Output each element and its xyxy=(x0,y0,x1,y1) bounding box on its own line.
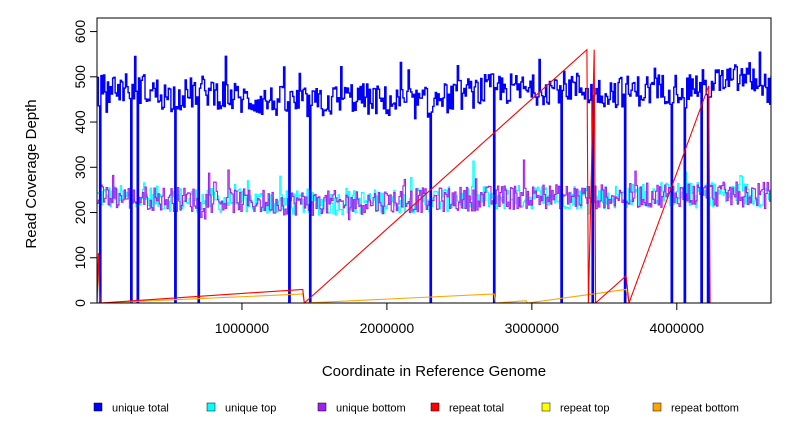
series-line-unique-top xyxy=(97,160,771,303)
legend-label-unique-top: unique top xyxy=(225,403,276,415)
y-tick-label: 500 xyxy=(72,65,88,89)
x-tick-label: 4000000 xyxy=(650,320,705,336)
y-tick-label: 300 xyxy=(72,155,88,179)
x-tick-label: 3000000 xyxy=(505,320,560,336)
legend-label-repeat-total: repeat total xyxy=(449,403,504,415)
x-axis-title: Coordinate in Reference Genome xyxy=(322,363,546,380)
legend-label-repeat-bottom: repeat bottom xyxy=(671,403,739,415)
legend-label-repeat-top: repeat top xyxy=(560,403,610,415)
legend-swatch-repeat-total xyxy=(430,402,440,412)
legend-swatch-unique-bottom xyxy=(317,402,327,412)
legend-swatch-repeat-top xyxy=(541,402,551,412)
legend-swatch-unique-total xyxy=(93,402,103,412)
x-tick-label: 1000000 xyxy=(215,320,270,336)
axes-layer: 0 100 200 300 400 500 600 1000000 2000000 3000000… xyxy=(72,20,704,336)
legend-label-unique-total: unique total xyxy=(112,403,169,415)
legend-swatch-unique-top xyxy=(206,402,216,412)
plot-frame xyxy=(96,17,772,304)
y-axis-title: Read Coverage Depth xyxy=(23,99,40,248)
y-tick-label: 400 xyxy=(72,110,88,134)
y-tick-label: 100 xyxy=(72,246,88,270)
series-line-unique-bottom xyxy=(97,159,771,303)
x-tick-label: 2000000 xyxy=(360,320,415,336)
y-tick-label: 200 xyxy=(72,201,88,225)
series-line-unique-total xyxy=(97,51,771,303)
legend: unique total unique top unique bottom re… xyxy=(93,402,739,415)
y-tick-label: 600 xyxy=(72,20,88,44)
series-line-repeat-total xyxy=(97,48,771,303)
legend-label-unique-bottom: unique bottom xyxy=(336,403,406,415)
legend-swatch-repeat-bottom xyxy=(652,402,662,412)
series-layer xyxy=(97,48,771,303)
y-tick-label: 0 xyxy=(72,299,88,307)
